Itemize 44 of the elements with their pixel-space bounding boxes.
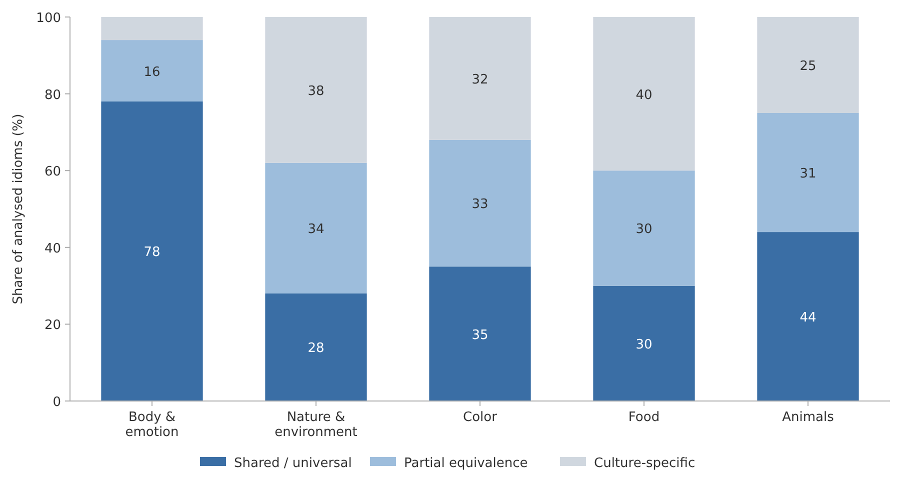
x-tick-label: Animals	[782, 410, 834, 425]
legend-label: Culture-specific	[594, 456, 696, 471]
bar	[429, 140, 531, 267]
y-tick-label: 20	[44, 318, 61, 334]
y-tick-label: 60	[44, 164, 61, 180]
bar	[593, 286, 695, 401]
bar	[757, 232, 859, 401]
legend-label: Shared / universal	[234, 456, 352, 471]
x-tick-label: Body & emotion	[125, 410, 179, 440]
bar	[101, 40, 203, 102]
data-label: 34	[308, 222, 324, 238]
x-tick-label: Food	[628, 410, 660, 425]
bar	[265, 293, 367, 401]
bar	[757, 113, 859, 232]
y-tick-label: 40	[44, 241, 61, 256]
data-label: 31	[800, 166, 816, 182]
data-label: 44	[800, 310, 816, 326]
data-label: 35	[472, 328, 488, 343]
bar	[265, 162, 367, 294]
y-axis-title: Share of analysed idioms (%)	[11, 114, 26, 304]
data-label: 28	[308, 341, 324, 356]
bar	[429, 17, 531, 140]
bar	[757, 17, 859, 113]
x-tick-label: Color	[463, 410, 498, 425]
x-tick-label: Nature & environment	[274, 410, 358, 440]
data-label: 40	[636, 88, 652, 103]
data-label: 30	[636, 337, 652, 352]
y-tick-label: 100	[36, 11, 61, 26]
legend-label: Partial equivalence	[404, 456, 528, 471]
bar	[593, 17, 695, 171]
data-label: 78	[144, 245, 160, 260]
bar	[593, 170, 695, 286]
bar	[101, 101, 203, 401]
y-tick-label: 0	[52, 395, 61, 410]
bar	[429, 266, 531, 401]
data-label: 30	[636, 222, 652, 238]
bar	[101, 17, 203, 40]
data-label: 16	[144, 64, 160, 80]
y-tick-label: 80	[44, 88, 61, 103]
data-label: 38	[308, 84, 324, 99]
data-label: 33	[472, 197, 488, 212]
data-label: 25	[800, 59, 816, 74]
bar	[265, 17, 367, 163]
data-label: 32	[472, 72, 488, 88]
